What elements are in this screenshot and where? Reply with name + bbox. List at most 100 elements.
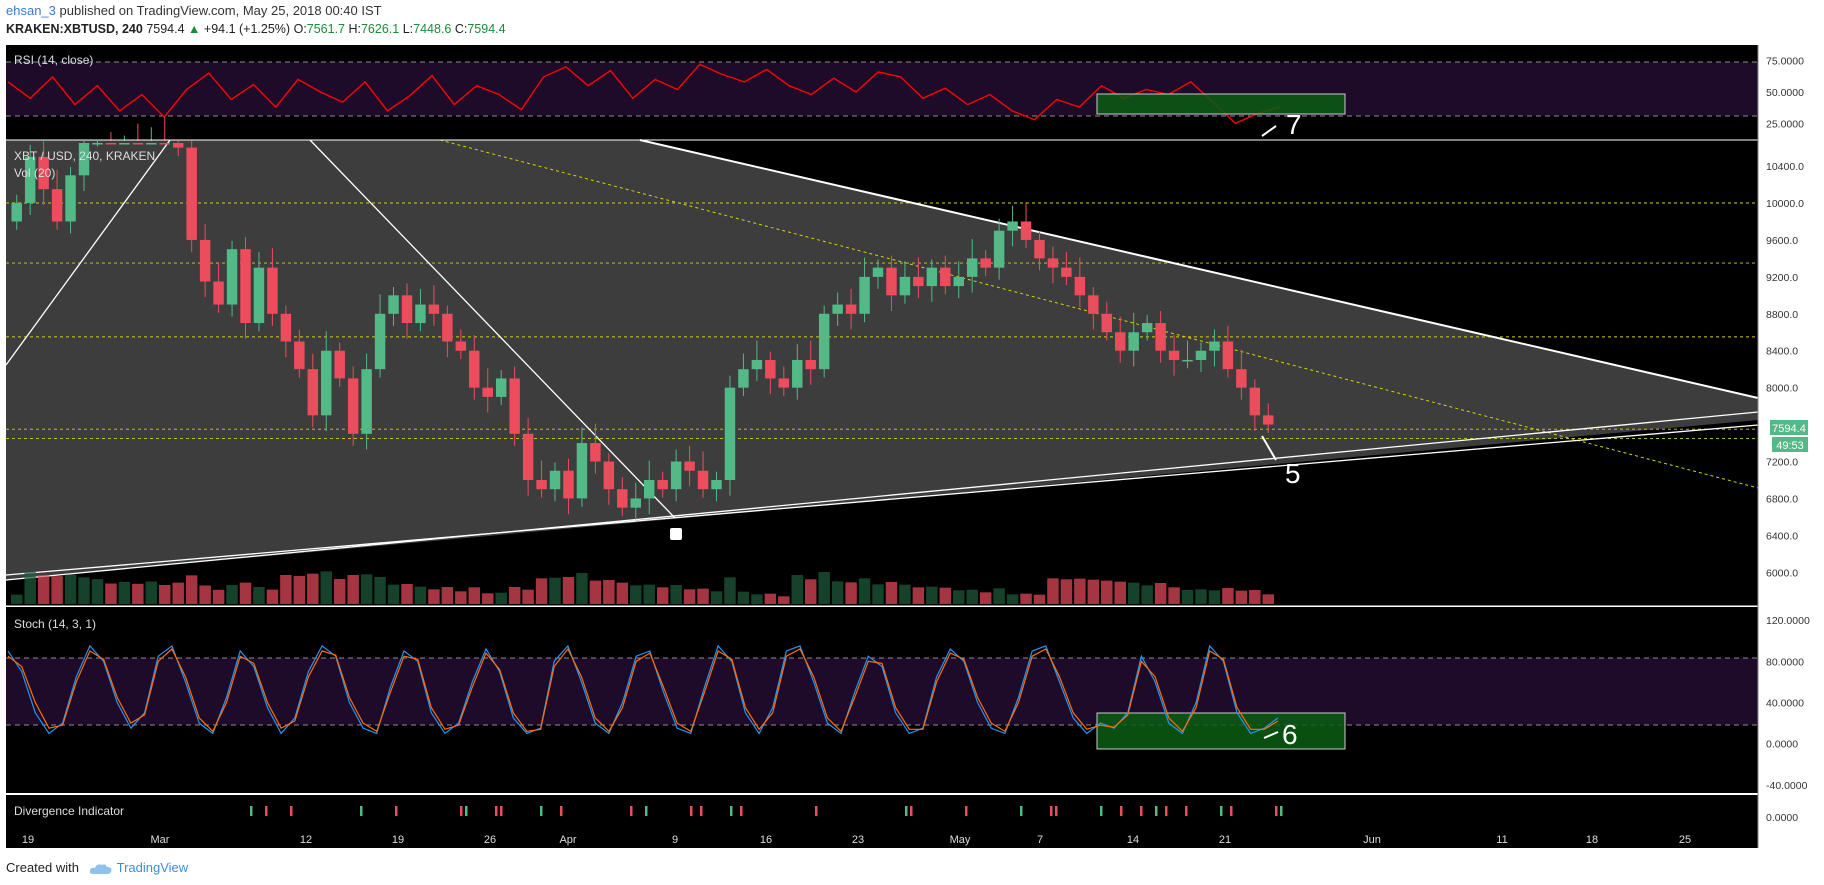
candle-body [280, 313, 292, 342]
lower-trendline-2 [5, 424, 1759, 576]
rsi-y-tick-label: 50.0000 [1766, 87, 1804, 99]
candle-body [307, 369, 319, 416]
volume-bar [710, 591, 723, 604]
divergence-marker [700, 806, 703, 816]
volume-bar [1033, 594, 1046, 604]
time-tick-label: 19 [392, 834, 404, 846]
candle-body [388, 295, 399, 314]
candle-body [724, 387, 736, 480]
candle-body [267, 267, 278, 314]
candle-body [1182, 359, 1193, 362]
stoch-y-tick-label: -40.0000 [1766, 780, 1808, 792]
footer: Created with TradingView [6, 860, 188, 876]
time-tick-label: 7 [1037, 834, 1043, 846]
candle-body [240, 249, 251, 324]
drawing-handle[interactable] [670, 528, 682, 540]
author-link[interactable]: ehsan_3 [6, 3, 56, 18]
candle-body [65, 175, 76, 222]
price-y-tick-label: 10000.0 [1766, 198, 1804, 210]
candle-body [1074, 276, 1086, 296]
volume-bar [333, 579, 346, 604]
volume-bar [159, 585, 171, 604]
candle-body [926, 267, 938, 287]
countdown-tag-text: 49:53 [1776, 440, 1804, 452]
stoch-y-tick-label: 0.0000 [1766, 739, 1798, 751]
price-y-tick-label: 6000.0 [1766, 567, 1798, 579]
time-axis-ticks: 19 Mar 12 19 26 Apr 9 16 23 May 7 14 21 Jun 11 18 25 [22, 834, 1691, 846]
last-price-tag [1770, 420, 1808, 435]
divergence-markers [250, 806, 1283, 816]
candle-body [442, 313, 453, 342]
volume-bar [1168, 587, 1180, 604]
volume-bar [78, 577, 90, 604]
stoch-annotation-line [1263, 731, 1279, 739]
candle-body [51, 189, 63, 222]
candle-body [159, 143, 170, 145]
divergence-marker [1120, 806, 1123, 816]
volume-bar [1047, 578, 1059, 604]
candle-body [469, 350, 480, 388]
candle-body [1034, 239, 1045, 259]
candle-body [38, 156, 49, 190]
high-value: 7626.1 [360, 22, 400, 36]
volume-bar [105, 583, 117, 604]
candle-body [792, 359, 803, 388]
tradingview-brand-link[interactable]: TradingView [116, 860, 189, 875]
candle-body [495, 378, 507, 397]
tradingview-cloud-icon [89, 863, 112, 874]
price-y-tick-label: 6800.0 [1766, 493, 1798, 505]
volume-bar [239, 582, 252, 604]
volume-bar [401, 584, 413, 604]
stoch-k-line [7, 644, 1279, 735]
volume-bar [804, 579, 817, 604]
volume-bar [603, 580, 615, 604]
divergence-marker [910, 806, 913, 816]
volume-bar [320, 571, 332, 604]
candle-body [78, 143, 90, 176]
volume-bar [670, 585, 682, 604]
divergence-marker [730, 806, 733, 816]
volume-bar [858, 578, 871, 604]
candle-body [1020, 221, 1032, 240]
time-axis[interactable] [6, 829, 1758, 848]
divergence-marker [1055, 806, 1058, 816]
divergence-pane[interactable] [6, 795, 1758, 829]
divergence-marker [690, 806, 693, 816]
time-tick-label: 14 [1127, 834, 1139, 846]
stoch-highlight-box [1096, 712, 1346, 750]
volume-bar [953, 590, 965, 604]
volume-bar [885, 582, 898, 604]
symbol-line: KRAKEN:XBTUSD, 240 7594.4 ▲ +94.1 (+1.25… [6, 21, 506, 37]
stoch-y-tick-label: 80.0000 [1766, 656, 1804, 668]
price-annotation-line [1261, 435, 1277, 461]
candle-body [1168, 350, 1180, 360]
candle-body [805, 359, 816, 370]
volume-bar [791, 575, 803, 604]
divergence-marker [740, 806, 743, 816]
divergence-marker [560, 806, 563, 816]
candle-body [1236, 369, 1247, 388]
volume-bar [482, 593, 494, 604]
candle-body [778, 378, 790, 388]
volume-bar [1154, 583, 1167, 604]
volume-bar [562, 577, 575, 604]
price-change: +94.1 (+1.25%) [203, 22, 291, 36]
volume-bar [185, 575, 198, 604]
divergence-marker [1220, 806, 1223, 816]
candle-body [657, 479, 668, 490]
candle-body [1128, 332, 1139, 351]
time-tick-label: 23 [852, 834, 864, 846]
last-price-tag-text: 7594.4 [1772, 423, 1806, 435]
time-tick-label: 26 [484, 834, 496, 846]
volume-bar [589, 580, 602, 604]
volume-bar [939, 587, 952, 604]
time-tick-label: 21 [1219, 834, 1231, 846]
volume-label: Vol (20) [14, 166, 55, 180]
candle-body [886, 267, 897, 296]
price-y-tick-label: 7200.0 [1766, 457, 1798, 469]
candle-body [940, 267, 951, 287]
divergence-marker [905, 806, 908, 816]
divergence-marker [460, 806, 463, 816]
volume-bar [1222, 588, 1234, 604]
